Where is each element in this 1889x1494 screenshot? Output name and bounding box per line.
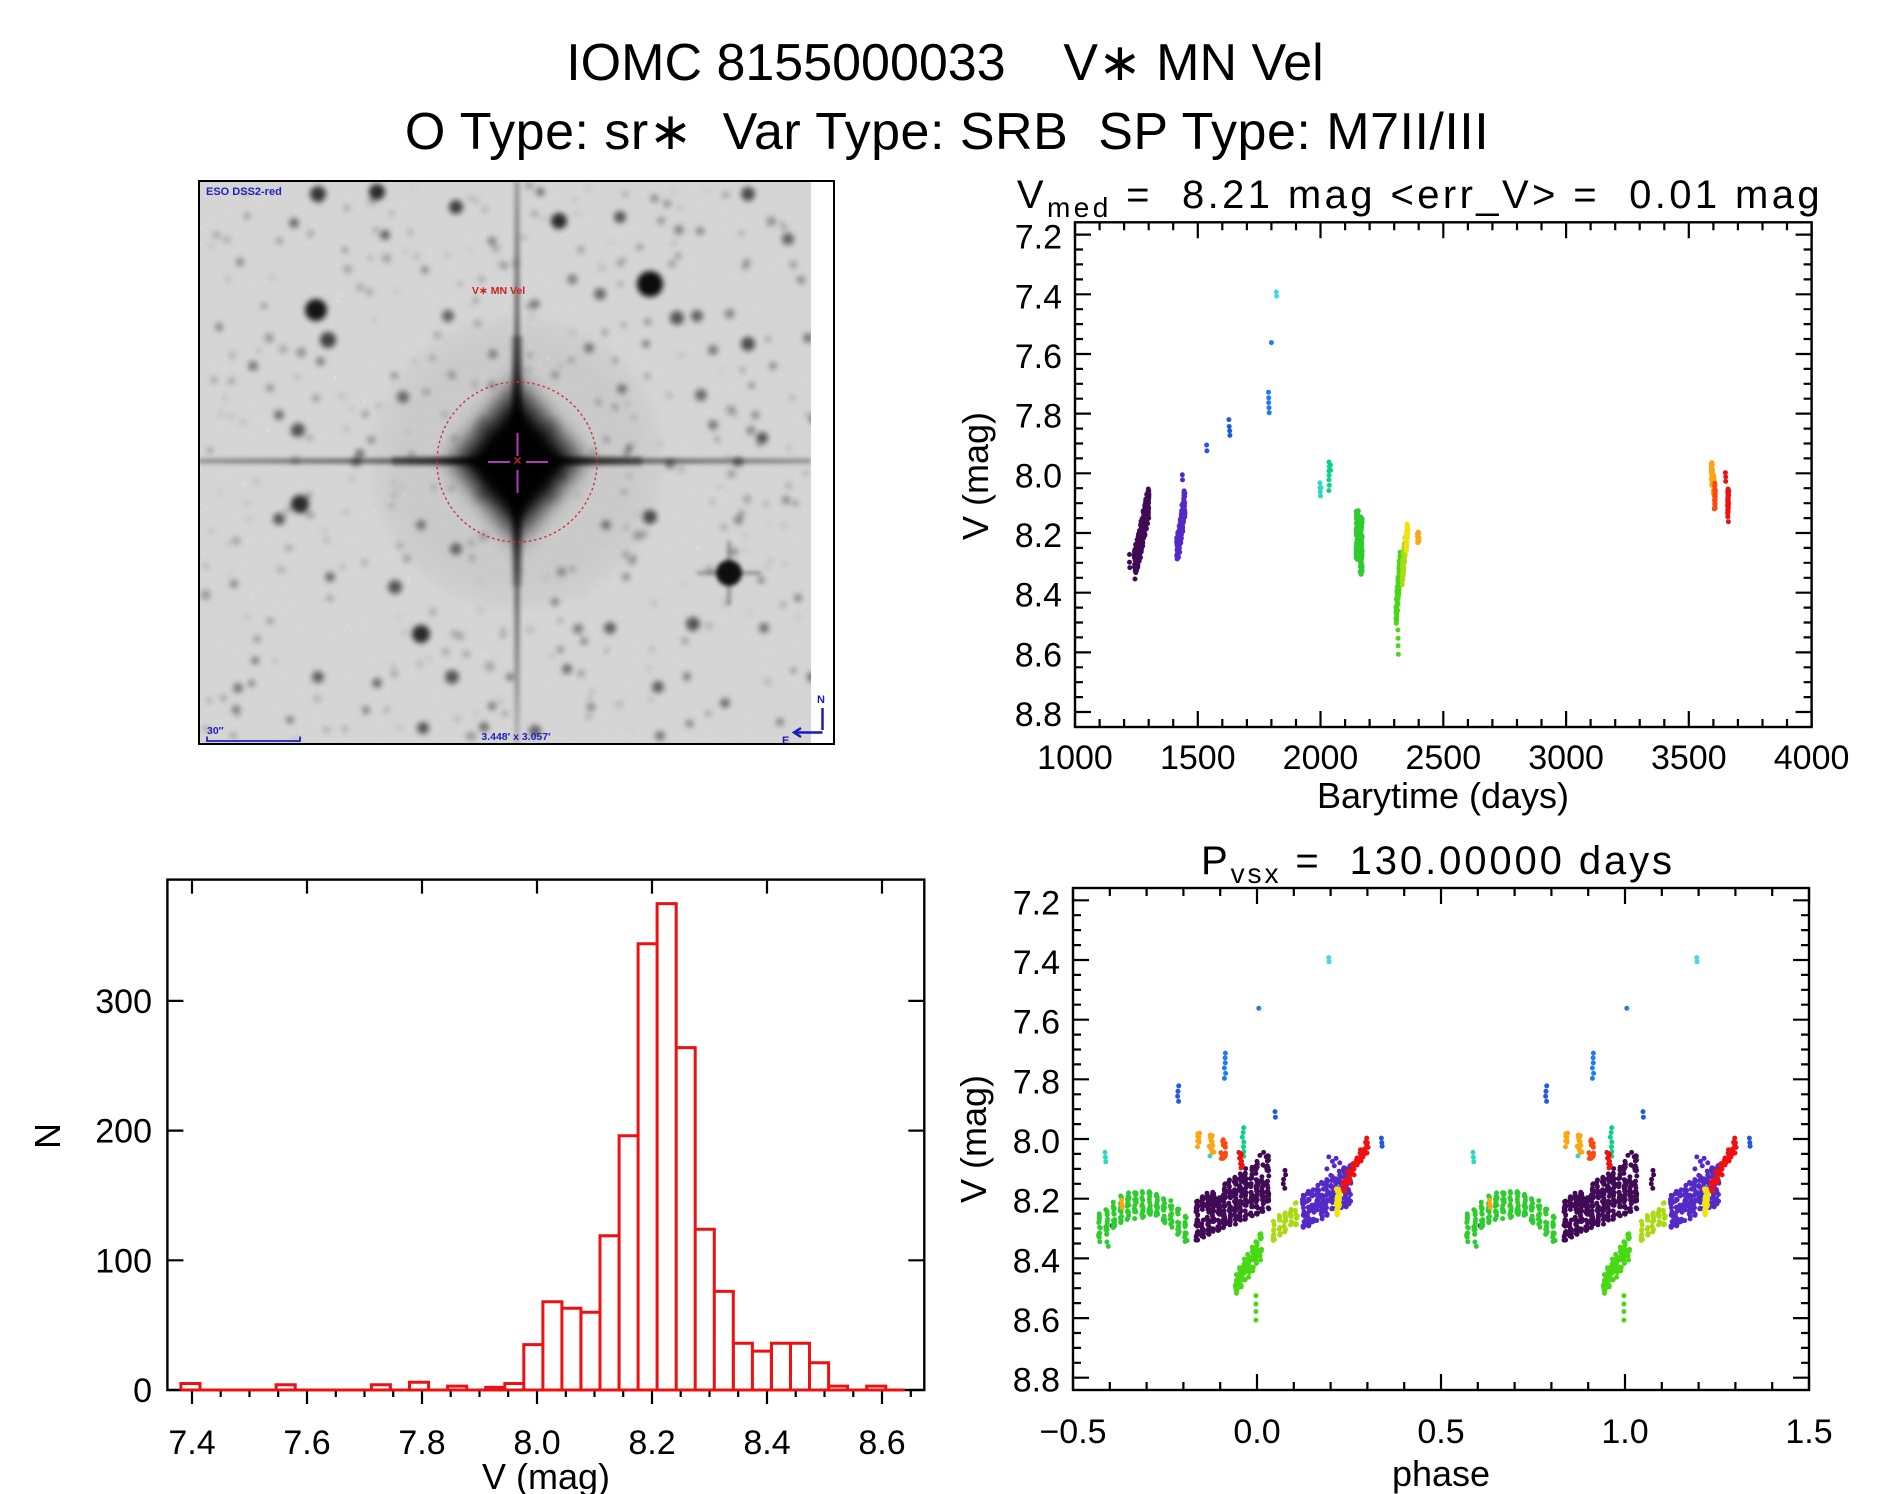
svg-text:O Type: sr∗ Var Type: SRB SP: O Type: sr∗ Var Type: SRB SP Type: M7II/… bbox=[405, 103, 1489, 161]
svg-text:8.0: 8.0 bbox=[1013, 1123, 1060, 1161]
svg-text:V (mag): V (mag) bbox=[482, 1456, 610, 1494]
svg-text:0.0: 0.0 bbox=[1233, 1413, 1280, 1451]
svg-text:phase: phase bbox=[1392, 1453, 1490, 1494]
svg-text:1500: 1500 bbox=[1160, 739, 1236, 777]
svg-text:7.6: 7.6 bbox=[283, 1424, 330, 1462]
svg-text:8.4: 8.4 bbox=[1013, 1242, 1060, 1280]
svg-text:4000: 4000 bbox=[1774, 739, 1850, 777]
svg-text:7.8: 7.8 bbox=[398, 1424, 445, 1462]
svg-text:7.4: 7.4 bbox=[1015, 278, 1062, 316]
svg-text:8.6: 8.6 bbox=[1013, 1302, 1060, 1340]
svg-text:8.6: 8.6 bbox=[1015, 636, 1062, 674]
svg-text:V (mag): V (mag) bbox=[953, 1075, 994, 1203]
svg-text:1.0: 1.0 bbox=[1601, 1413, 1648, 1451]
svg-text:V∗ MN Vel: V∗ MN Vel bbox=[472, 285, 525, 297]
svg-text:8.0: 8.0 bbox=[513, 1424, 560, 1462]
svg-text:7.2: 7.2 bbox=[1015, 219, 1062, 257]
svg-text:Vmed = 8.21 mag <err_V> = 0.: Vmed = 8.21 mag <err_V> = 0.01 mag bbox=[1017, 173, 1823, 223]
svg-text:30″: 30″ bbox=[207, 725, 224, 737]
svg-text:N: N bbox=[817, 694, 825, 706]
svg-text:0: 0 bbox=[133, 1372, 152, 1410]
svg-text:ESO DSS2-red: ESO DSS2-red bbox=[206, 186, 282, 198]
svg-text:7.8: 7.8 bbox=[1013, 1063, 1060, 1101]
svg-text:Barytime (days): Barytime (days) bbox=[1317, 775, 1569, 816]
svg-text:3000: 3000 bbox=[1528, 739, 1604, 777]
svg-text:7.4: 7.4 bbox=[1013, 944, 1060, 982]
svg-text:V (mag): V (mag) bbox=[955, 412, 996, 540]
svg-text:1.5: 1.5 bbox=[1785, 1413, 1832, 1451]
svg-text:8.8: 8.8 bbox=[1013, 1362, 1060, 1400]
svg-text:2000: 2000 bbox=[1283, 739, 1359, 777]
svg-text:100: 100 bbox=[95, 1242, 152, 1280]
svg-text:8.4: 8.4 bbox=[743, 1424, 790, 1462]
svg-text:7.4: 7.4 bbox=[168, 1424, 215, 1462]
svg-text:E: E bbox=[782, 735, 789, 747]
svg-text:0.5: 0.5 bbox=[1417, 1413, 1464, 1451]
svg-text:3500: 3500 bbox=[1651, 739, 1727, 777]
svg-text:7.8: 7.8 bbox=[1015, 398, 1062, 436]
svg-text:300: 300 bbox=[95, 983, 152, 1021]
svg-text:1000: 1000 bbox=[1037, 739, 1113, 777]
svg-text:IOMC 8155000033 V∗ MN Vel: IOMC 8155000033 V∗ MN Vel bbox=[566, 34, 1324, 92]
svg-text:2500: 2500 bbox=[1405, 739, 1481, 777]
svg-text:8.6: 8.6 bbox=[858, 1424, 905, 1462]
svg-text:8.0: 8.0 bbox=[1015, 457, 1062, 495]
svg-text:3.448′ x 3.057′: 3.448′ x 3.057′ bbox=[481, 731, 551, 743]
svg-text:8.4: 8.4 bbox=[1015, 577, 1062, 615]
svg-text:N: N bbox=[27, 1123, 68, 1149]
svg-text:8.2: 8.2 bbox=[628, 1424, 675, 1462]
svg-text:7.2: 7.2 bbox=[1013, 884, 1060, 922]
svg-text:200: 200 bbox=[95, 1113, 152, 1151]
svg-text:8.2: 8.2 bbox=[1013, 1183, 1060, 1221]
svg-text:−0.5: −0.5 bbox=[1039, 1413, 1106, 1451]
svg-text:7.6: 7.6 bbox=[1015, 338, 1062, 376]
svg-text:8.8: 8.8 bbox=[1015, 696, 1062, 734]
svg-text:7.6: 7.6 bbox=[1013, 1004, 1060, 1042]
svg-text:8.2: 8.2 bbox=[1015, 517, 1062, 555]
